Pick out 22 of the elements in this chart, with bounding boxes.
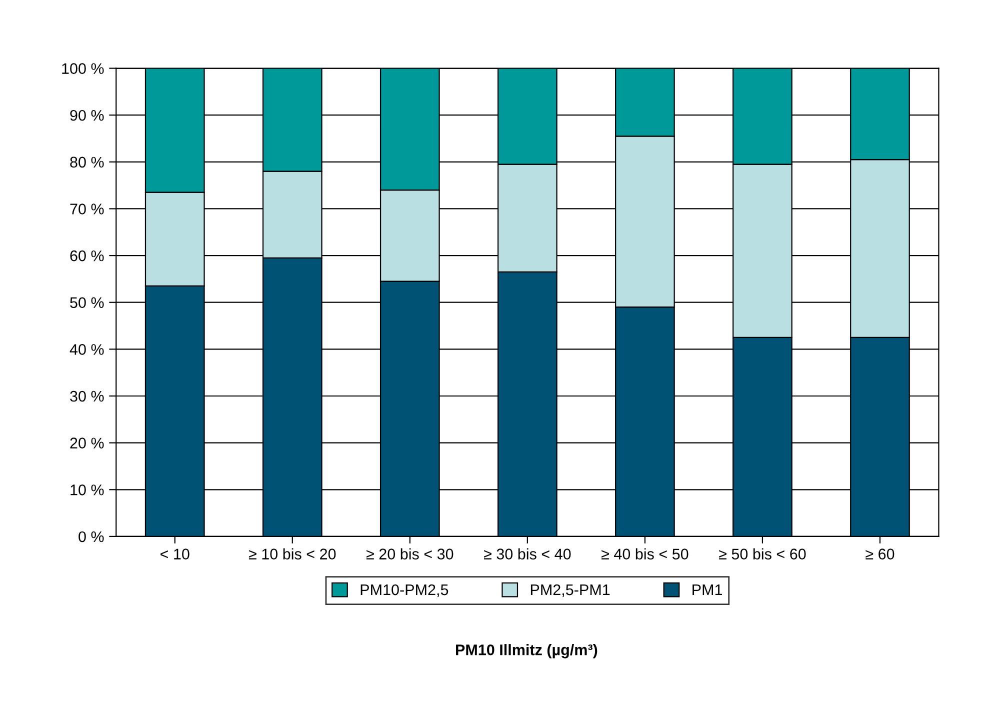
legend-label: PM2,5-PM1: [530, 584, 610, 597]
x-tick-label: ≥ 10 bis < 20: [248, 548, 336, 560]
x-tick-label: ≥ 60: [866, 548, 894, 560]
x-tick-label: < 10: [160, 548, 190, 560]
x-tick-label: ≥ 40 bis < 50: [602, 548, 688, 560]
y-tick-label: 20 %: [70, 438, 104, 448]
x-tick-label: ≥ 20 bis < 30: [366, 548, 454, 560]
y-tick-label: 40 %: [70, 344, 104, 355]
text: PM10 Illmitz (µg/m³): [456, 644, 598, 658]
x-tick-label: ≥ 30 bis < 40: [484, 548, 571, 560]
y-tick-label: 80 %: [70, 156, 104, 168]
y-tick-label: 60 %: [70, 250, 104, 262]
y-tick-label: 50 %: [70, 297, 104, 308]
y-tick-label: 0 %: [78, 531, 104, 542]
y-tick-label: 90 %: [70, 110, 104, 121]
y-tick-label: 10 %: [70, 484, 104, 496]
y-tick-label: 70 %: [70, 204, 104, 214]
x-tick-label: ≥ 50 bis < 60: [719, 548, 806, 560]
y-tick-label: 100 %: [62, 63, 104, 74]
legend-label: PM1: [692, 584, 722, 596]
y-tick-label: 30 %: [70, 390, 104, 402]
legend-label: PM10-PM2,5: [360, 584, 448, 597]
